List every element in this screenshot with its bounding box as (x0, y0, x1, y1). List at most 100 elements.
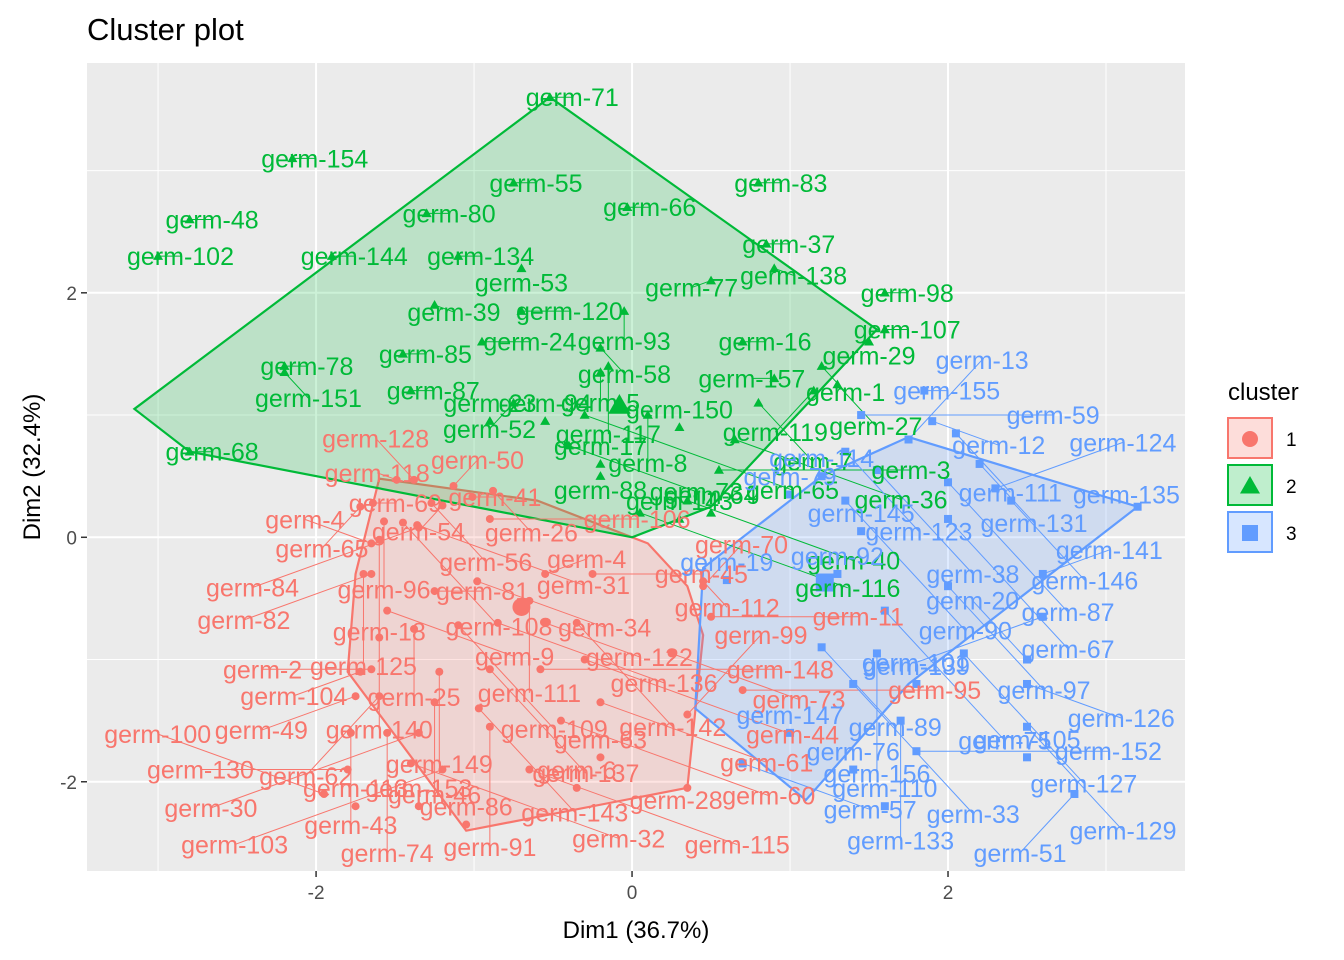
point-label: germ-78 (260, 353, 353, 381)
cluster-2-point (544, 92, 555, 101)
cluster-3-point (817, 472, 826, 481)
label-leader (457, 624, 555, 730)
cluster-1-point (707, 612, 716, 621)
point-label: germ-37 (742, 231, 835, 259)
cluster-3-point (1023, 655, 1032, 664)
cluster-2-point (832, 379, 843, 389)
point-label: germ-76 (807, 739, 900, 767)
cluster-1-point (596, 698, 605, 707)
point-label: germ-126 (1068, 705, 1175, 733)
cluster-1-point (383, 728, 392, 737)
point-label: germ-33 (927, 801, 1020, 829)
point-label: germ-32 (572, 825, 665, 853)
point-label: germ-53 (475, 269, 568, 297)
point-label: germ-55 (489, 170, 582, 198)
cluster-hulls (132, 95, 1140, 832)
cluster-1-point (430, 587, 439, 596)
label-leader (932, 420, 999, 446)
cluster-3-point (1038, 612, 1047, 621)
legend-key-1-marker (1242, 431, 1258, 447)
point-label: germ-19 (680, 549, 773, 577)
point-label: germ-94 (499, 390, 592, 418)
cluster-1-point (410, 624, 419, 633)
grid (87, 63, 1185, 871)
point-label: germ-43 (304, 812, 397, 840)
cluster-2-point (729, 434, 740, 444)
cluster-2-point (682, 495, 693, 505)
chart-title: Cluster plot (87, 12, 244, 47)
point-label: germ-1 (806, 379, 885, 407)
label-leader (584, 414, 793, 491)
cluster-1-point (596, 753, 605, 762)
point-label: germ-100 (104, 721, 211, 749)
legend-key-2-marker (1240, 476, 1260, 494)
label-leader (947, 585, 1045, 691)
point-label: germ-111 (478, 680, 581, 708)
point-label: germ-58 (578, 361, 671, 389)
cluster-1-point (351, 802, 360, 811)
point-label: germ-71 (526, 84, 619, 112)
point-label: germ-64 (664, 482, 757, 510)
cluster-3-point (1023, 679, 1032, 688)
label-leader (702, 580, 728, 608)
cluster-2-point (429, 300, 440, 309)
axes: -2 0 2 -2 0 2 (60, 284, 953, 904)
point-label: germ-112 (675, 594, 780, 622)
point-label: germ-151 (255, 385, 362, 413)
cluster-1-point (667, 649, 676, 658)
cluster-2-point (753, 177, 764, 187)
cluster-2-point (864, 336, 875, 346)
point-label: germ-109 (501, 716, 608, 744)
cluster-1-point (738, 686, 747, 695)
cluster-3-point (880, 802, 889, 811)
point-label: germ-39 (407, 299, 500, 327)
cluster-1-point (367, 665, 376, 674)
cluster-1-point (367, 539, 376, 548)
cluster-1-point (541, 569, 550, 578)
cluster-1-point (438, 765, 447, 774)
cluster-1-point (430, 698, 439, 707)
point-label: germ-154 (261, 145, 368, 173)
cluster-1-point (493, 618, 502, 627)
point-label: germ-118 (325, 460, 430, 488)
point-label: germ-105 (974, 726, 1081, 754)
cluster-3-point (944, 582, 953, 591)
point-label: germ-111 (959, 479, 1062, 507)
point-label: germ-97 (997, 677, 1090, 705)
cluster-2-point (674, 513, 685, 523)
point-label: germ-92 (791, 543, 884, 571)
cluster-3-point (896, 716, 905, 725)
cluster-3-point (912, 747, 921, 756)
point-label: germ-149 (386, 751, 493, 779)
point-label: germ-119 (723, 419, 828, 447)
point-label: germ-6 (537, 757, 616, 785)
cluster-3-point (833, 569, 842, 578)
point-label: germ-45 (655, 561, 748, 589)
point-label: germ-152 (1055, 738, 1162, 766)
point-label: germ-104 (240, 683, 347, 711)
cluster-3-point (738, 759, 747, 768)
label-leader (560, 720, 769, 797)
point-label: germ-7 (773, 449, 852, 477)
point-label: germ-41 (448, 484, 541, 512)
point-label: germ-136 (611, 670, 718, 698)
point-label: germ-82 (197, 607, 290, 635)
cluster-2-centroid (608, 394, 631, 414)
legend-title: cluster (1228, 379, 1299, 406)
cluster-3-point (857, 527, 866, 536)
point-label: germ-28 (630, 787, 723, 815)
point-label: germ-90 (919, 618, 1012, 646)
cluster-3-point (841, 496, 850, 505)
cluster-2-point (516, 306, 527, 315)
label-leader (1026, 726, 1124, 832)
point-label: germ-54 (372, 518, 465, 546)
point-label: germ-102 (127, 243, 234, 271)
cluster-2-point (563, 440, 574, 450)
cluster-2-point (279, 367, 290, 377)
point-label: germ-99 (714, 622, 807, 650)
point-label: germ-108 (445, 614, 552, 642)
cluster-3-point (904, 435, 913, 444)
cluster-3-point (857, 411, 866, 420)
cluster-2-point (619, 306, 630, 315)
